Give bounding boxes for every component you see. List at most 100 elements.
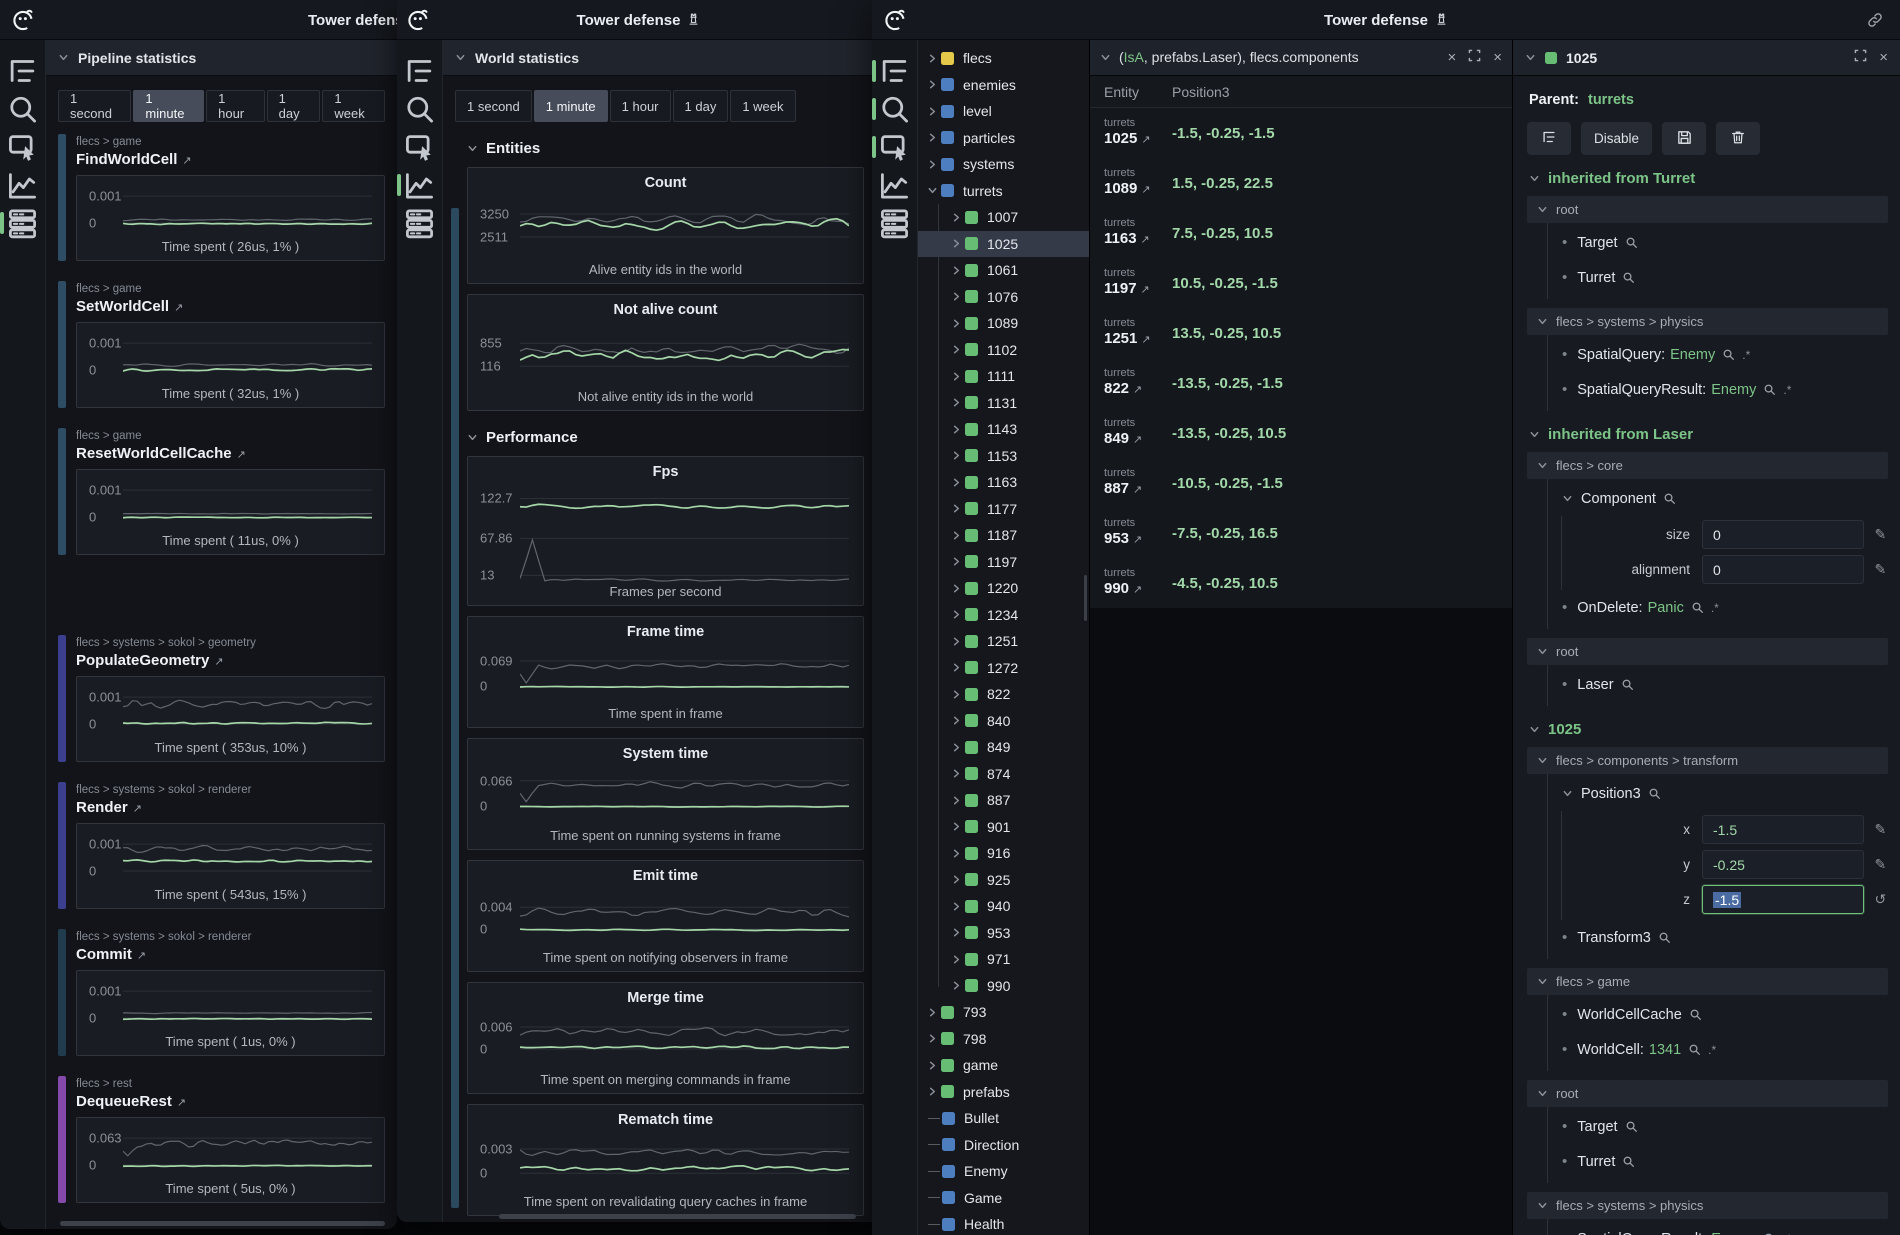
- undo-icon[interactable]: ↺: [1873, 891, 1888, 908]
- system-name-link[interactable]: PopulateGeometry↗: [76, 652, 385, 669]
- tree-item-1251[interactable]: 1251: [918, 628, 1089, 655]
- component-value-link[interactable]: Panic: [1648, 600, 1684, 616]
- chart-view-icon[interactable]: [872, 166, 917, 204]
- tree-item-925[interactable]: 925: [918, 867, 1089, 894]
- search-icon[interactable]: [1625, 236, 1638, 249]
- system-name-link[interactable]: Commit↗: [76, 946, 385, 963]
- clear-query-icon[interactable]: ×: [1447, 49, 1456, 66]
- search-icon[interactable]: [1691, 601, 1704, 614]
- entity-id-link[interactable]: 1025↗: [1104, 130, 1172, 149]
- component-section-bar[interactable]: flecs > systems > physics: [1527, 308, 1888, 335]
- tree-item-1076[interactable]: 1076: [918, 284, 1089, 311]
- close-icon[interactable]: ×: [1493, 49, 1502, 66]
- tree-item-1197[interactable]: 1197: [918, 549, 1089, 576]
- delete-button[interactable]: [1716, 122, 1760, 155]
- tree-item-822[interactable]: 822: [918, 681, 1089, 708]
- group-header[interactable]: inherited from Laser: [1529, 426, 1888, 443]
- tree-item-Game[interactable]: Game: [918, 1185, 1089, 1212]
- edit-icon[interactable]: ✎: [1873, 856, 1888, 873]
- time-range-1-minute[interactable]: 1 minute: [133, 90, 204, 122]
- chevron-down-icon[interactable]: [1525, 52, 1536, 63]
- tree-item-1111[interactable]: 1111: [918, 363, 1089, 390]
- component-section-bar[interactable]: root: [1527, 196, 1888, 223]
- search-icon[interactable]: [1658, 931, 1671, 944]
- tree-item-1131[interactable]: 1131: [918, 390, 1089, 417]
- entity-id-link[interactable]: 887↗: [1104, 480, 1172, 499]
- tree-item-798[interactable]: 798: [918, 1026, 1089, 1053]
- search-icon[interactable]: [1621, 678, 1634, 691]
- component-value-link[interactable]: 1341: [1649, 1042, 1681, 1058]
- expand-icon[interactable]: [1468, 49, 1481, 66]
- tree-item-1153[interactable]: 1153: [918, 443, 1089, 470]
- entity-id-link[interactable]: 1197↗: [1104, 280, 1172, 299]
- component-section-bar[interactable]: flecs > core: [1527, 452, 1888, 479]
- tree-item-game[interactable]: game: [918, 1052, 1089, 1079]
- tree-item-particles[interactable]: particles: [918, 125, 1089, 152]
- tree-item-systems[interactable]: systems: [918, 151, 1089, 178]
- entity-id-link[interactable]: 1163↗: [1104, 230, 1172, 249]
- component-section-bar[interactable]: root: [1527, 638, 1888, 665]
- query-result-row[interactable]: turrets887↗-10.5, -0.25, -1.5: [1090, 458, 1512, 508]
- search-icon[interactable]: [1622, 271, 1635, 284]
- select-view-icon[interactable]: [397, 128, 442, 166]
- select-view-icon[interactable]: [0, 128, 45, 166]
- stats-view-icon[interactable]: [397, 204, 442, 242]
- edit-icon[interactable]: ✎: [1873, 561, 1888, 578]
- select-view-icon[interactable]: [872, 128, 917, 166]
- query-result-row[interactable]: turrets1163↗7.5, -0.25, 10.5: [1090, 208, 1512, 258]
- tree-item-887[interactable]: 887: [918, 787, 1089, 814]
- component-value-link[interactable]: Enemy: [1711, 1231, 1756, 1235]
- tree-item-Bullet[interactable]: Bullet: [918, 1105, 1089, 1132]
- time-range-1-hour[interactable]: 1 hour: [610, 90, 671, 122]
- entity-id-link[interactable]: 990↗: [1104, 580, 1172, 599]
- expand-icon[interactable]: [1854, 49, 1867, 66]
- time-range-1-hour[interactable]: 1 hour: [206, 90, 265, 122]
- component-section-bar[interactable]: flecs > systems > physics: [1527, 1192, 1888, 1219]
- tree-item-849[interactable]: 849: [918, 734, 1089, 761]
- system-name-link[interactable]: Render↗: [76, 799, 385, 816]
- tree-item-Direction[interactable]: Direction: [918, 1132, 1089, 1159]
- query-result-row[interactable]: turrets822↗-13.5, -0.25, -1.5: [1090, 358, 1512, 408]
- search-icon[interactable]: [1663, 492, 1676, 505]
- chevron-down-icon[interactable]: [1562, 493, 1573, 504]
- tree-item-1187[interactable]: 1187: [918, 522, 1089, 549]
- tree-view-button[interactable]: [1527, 122, 1571, 155]
- search-icon[interactable]: [1625, 1120, 1638, 1133]
- tree-item-1163[interactable]: 1163: [918, 469, 1089, 496]
- time-range-1-week[interactable]: 1 week: [730, 90, 795, 122]
- tree-item-Enemy[interactable]: Enemy: [918, 1158, 1089, 1185]
- time-range-1-day[interactable]: 1 day: [267, 90, 321, 122]
- z-input[interactable]: -1.5: [1702, 885, 1864, 914]
- tree-item-990[interactable]: 990: [918, 973, 1089, 1000]
- tree-item-916[interactable]: 916: [918, 840, 1089, 867]
- entity-id-link[interactable]: 849↗: [1104, 430, 1172, 449]
- entity-id-link[interactable]: 1251↗: [1104, 330, 1172, 349]
- horizontal-scrollbar[interactable]: [499, 1214, 856, 1219]
- tree-item-971[interactable]: 971: [918, 946, 1089, 973]
- share-link-icon[interactable]: [1866, 11, 1884, 34]
- query-expression[interactable]: (IsA, prefabs.Laser), flecs.components: [1119, 49, 1439, 66]
- tree-item-874[interactable]: 874: [918, 761, 1089, 788]
- query-result-row[interactable]: turrets990↗-4.5, -0.25, 10.5: [1090, 558, 1512, 608]
- tree-item-1102[interactable]: 1102: [918, 337, 1089, 364]
- search-icon[interactable]: [1622, 1155, 1635, 1168]
- tree-item-840[interactable]: 840: [918, 708, 1089, 735]
- tree-item-1234[interactable]: 1234: [918, 602, 1089, 629]
- tree-item-940[interactable]: 940: [918, 893, 1089, 920]
- system-name-link[interactable]: SetWorldCell↗: [76, 298, 385, 315]
- section-header-entities[interactable]: Entities: [467, 140, 868, 157]
- system-name-link[interactable]: ResetWorldCellCache↗: [76, 445, 385, 462]
- time-range-1-day[interactable]: 1 day: [673, 90, 729, 122]
- outliner-view-icon[interactable]: [397, 52, 442, 90]
- search-view-icon[interactable]: [397, 90, 442, 128]
- main-titlebar[interactable]: Tower defense: [872, 0, 1900, 40]
- tree-item-1272[interactable]: 1272: [918, 655, 1089, 682]
- outliner-view-icon[interactable]: [872, 52, 917, 90]
- tree-item-1089[interactable]: 1089: [918, 310, 1089, 337]
- pipeline-titlebar[interactable]: Tower defense: [0, 0, 397, 40]
- x-input[interactable]: -1.5: [1702, 815, 1864, 844]
- chart-view-icon[interactable]: [397, 166, 442, 204]
- entity-id-link[interactable]: 1089↗: [1104, 180, 1172, 199]
- tree-item-1061[interactable]: 1061: [918, 257, 1089, 284]
- chart-view-icon[interactable]: [0, 166, 45, 204]
